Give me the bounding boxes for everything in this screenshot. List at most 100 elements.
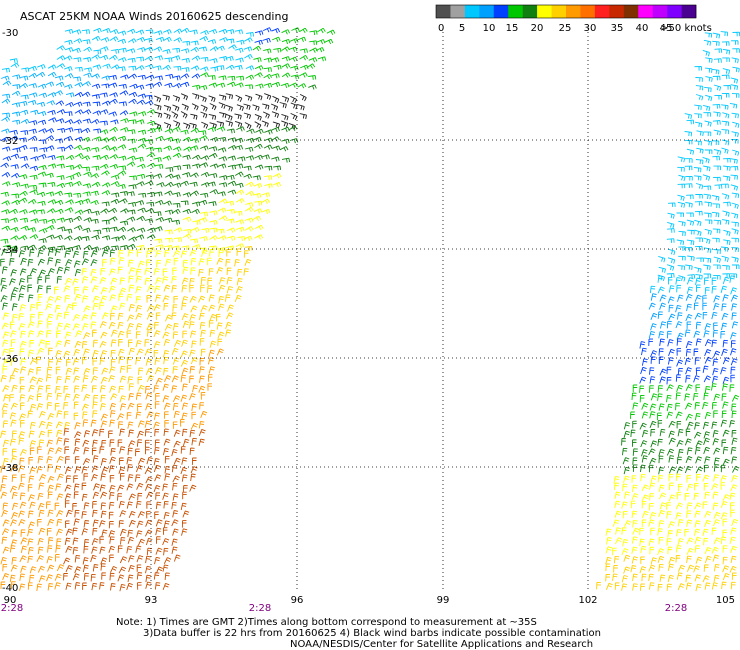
wind-barb	[614, 500, 621, 509]
wind-barb	[99, 163, 109, 170]
wind-barb	[696, 147, 704, 154]
wind-barb	[136, 482, 144, 490]
wind-barb	[64, 250, 71, 258]
wind-barb	[19, 555, 27, 563]
wind-barb	[614, 482, 620, 491]
wind-barb	[117, 545, 123, 553]
wind-barb	[703, 392, 709, 400]
wind-barb	[732, 465, 740, 473]
wind-barb	[271, 73, 280, 79]
wind-barb	[0, 556, 7, 565]
wind-barb	[137, 93, 147, 99]
wind-barb	[639, 566, 647, 574]
wind-barb	[650, 527, 655, 536]
wind-barb	[245, 65, 255, 71]
wind-barb	[200, 56, 209, 62]
wind-barb	[722, 429, 730, 437]
wind-barb	[189, 484, 197, 492]
wind-barb	[200, 155, 210, 161]
wind-barb	[9, 348, 14, 356]
wind-barb	[228, 137, 237, 143]
wind-barb	[722, 556, 728, 565]
wind-barb	[45, 81, 55, 87]
wind-barb	[650, 356, 656, 364]
wind-barb	[37, 110, 47, 117]
wind-barb	[136, 572, 143, 580]
wind-barb	[38, 128, 48, 134]
wind-barb	[226, 128, 235, 134]
wind-barb	[684, 113, 693, 120]
wind-barb	[2, 572, 10, 580]
wind-barb	[164, 128, 174, 134]
wind-barb	[199, 162, 209, 168]
wind-barb	[684, 165, 693, 171]
wind-barb	[172, 482, 178, 491]
wind-barb	[235, 94, 243, 103]
wind-barb	[74, 456, 80, 464]
wind-barb	[658, 403, 665, 411]
wind-barb	[127, 536, 135, 544]
wind-barb	[47, 518, 55, 526]
wind-barb	[270, 103, 279, 111]
wind-barb	[47, 358, 54, 367]
wind-barb	[713, 219, 722, 225]
wind-barb	[73, 144, 83, 151]
wind-barb	[261, 192, 271, 198]
wind-barb	[20, 257, 27, 266]
wind-barb	[100, 208, 109, 214]
wind-barb	[649, 385, 654, 393]
wind-barb	[632, 520, 638, 528]
wind-barb	[29, 447, 35, 456]
wind-barb	[180, 359, 189, 367]
wind-barb	[120, 208, 129, 214]
wind-barb	[135, 464, 143, 473]
wind-barb	[101, 100, 111, 106]
wind-barb	[264, 175, 273, 181]
wind-barb	[147, 227, 156, 233]
wind-barb	[101, 190, 111, 196]
wind-barb	[189, 447, 195, 455]
wind-barb	[713, 447, 721, 455]
wind-barb	[695, 159, 704, 165]
wind-barb	[677, 456, 682, 465]
wind-barb	[281, 72, 291, 78]
wind-barb	[38, 473, 47, 481]
wind-barb	[100, 502, 106, 510]
wind-barb	[702, 401, 709, 410]
wind-barb	[145, 146, 155, 152]
wind-barb	[1, 98, 11, 104]
wind-barb	[30, 109, 39, 115]
wind-barb	[55, 81, 65, 88]
wind-barb	[118, 101, 127, 107]
wind-barb	[99, 276, 107, 285]
wind-barb	[101, 201, 110, 207]
wind-barb	[18, 482, 25, 490]
wind-barb	[712, 491, 719, 499]
wind-barb	[666, 264, 675, 271]
wind-barb	[703, 483, 709, 491]
wind-barb	[290, 102, 298, 110]
wind-barb	[129, 175, 137, 181]
wind-barb	[667, 248, 676, 256]
wind-barb	[74, 66, 83, 72]
wind-barb	[29, 120, 38, 126]
wind-barb	[317, 56, 327, 62]
wind-barb	[245, 94, 253, 102]
wind-barb	[235, 243, 245, 249]
wind-barb	[45, 135, 55, 141]
wind-barb	[83, 57, 92, 63]
wind-barb	[145, 368, 153, 376]
wind-barb	[171, 546, 178, 554]
wind-barb	[299, 48, 308, 54]
wind-barb	[686, 537, 694, 545]
wind-barb	[244, 54, 253, 60]
wind-barb	[57, 146, 66, 152]
wind-barb	[137, 137, 147, 143]
wind-barb	[702, 311, 708, 320]
wind-barb	[127, 322, 134, 331]
wind-barb	[685, 264, 693, 270]
wind-barb	[209, 136, 219, 143]
wind-barb	[192, 84, 201, 90]
wind-barb	[118, 198, 128, 204]
wind-barb	[29, 340, 35, 348]
